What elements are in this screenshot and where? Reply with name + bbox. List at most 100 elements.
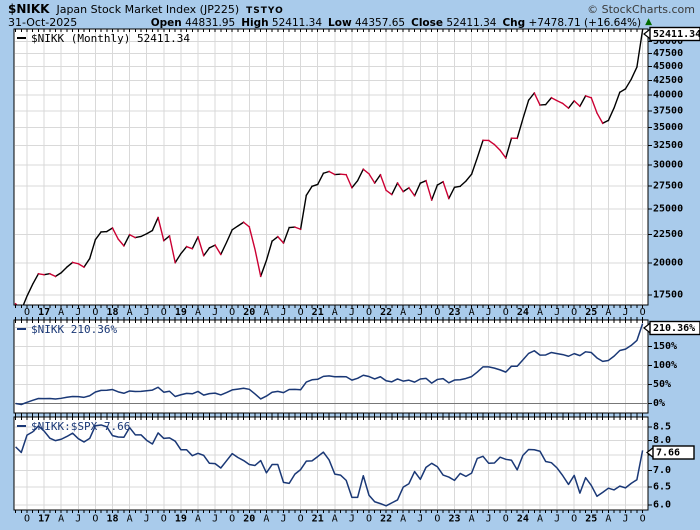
x-axis-label-bottom: O bbox=[366, 514, 372, 525]
price-line-down-segments bbox=[14, 92, 604, 305]
price-y-axis-label: 27500 bbox=[653, 180, 683, 191]
x-axis-label-mid: J bbox=[75, 307, 81, 318]
ratio-legend-text: $NIKK:$SPX 7.66 bbox=[31, 420, 131, 433]
ratio-y-axis-label: 6.0 bbox=[653, 500, 671, 511]
price-y-axis-label: 35000 bbox=[653, 122, 683, 133]
price-y-axis-label: 25000 bbox=[653, 203, 683, 214]
x-axis-label-mid: O bbox=[161, 307, 167, 318]
quote-open: Open 44831.95 bbox=[150, 16, 236, 29]
ratio-horizontal-grid bbox=[15, 426, 647, 506]
x-axis-label-mid: O bbox=[298, 307, 304, 318]
price-y-axis-label: 42500 bbox=[653, 75, 683, 86]
perf-vertical-grid bbox=[26, 321, 644, 412]
x-axis-label-bottom: 17 bbox=[38, 514, 50, 525]
quote-chg: Chg +7478.71 (+16.64%) bbox=[502, 16, 642, 29]
index-name: Japan Stock Market Index (JP225) bbox=[56, 3, 240, 16]
quote-high: High 52411.34 bbox=[241, 16, 323, 29]
x-axis-label-mid: J bbox=[144, 307, 150, 318]
price-value-box-text: 52411.34 bbox=[653, 29, 700, 40]
ratio-y-axis-label: 7.0 bbox=[653, 465, 671, 476]
price-vertical-grid bbox=[26, 30, 644, 304]
ratio-y-axis-label: 8.0 bbox=[653, 435, 671, 446]
x-axis-label-bottom: J bbox=[417, 514, 423, 525]
perf-y-axis-label: 150% bbox=[653, 341, 677, 352]
x-axis-label-bottom: J bbox=[280, 514, 286, 525]
x-axis-label-mid: O bbox=[434, 307, 440, 318]
x-axis-label-mid: A bbox=[263, 307, 269, 318]
x-axis-label-bottom: J bbox=[349, 514, 355, 525]
x-axis-label-mid: J bbox=[622, 307, 628, 318]
x-axis-label-bottom: J bbox=[212, 514, 218, 525]
symbol: $NIKK bbox=[8, 2, 50, 16]
x-axis-label-mid: A bbox=[58, 307, 64, 318]
perf-y-axis-label: 0% bbox=[653, 398, 665, 409]
x-axis-label-mid: O bbox=[92, 307, 98, 318]
price-panel-bg bbox=[14, 29, 648, 305]
price-horizontal-grid bbox=[15, 40, 647, 296]
price-y-axis-label: 32500 bbox=[653, 140, 683, 151]
x-axis-label-bottom: 20 bbox=[243, 514, 255, 525]
x-axis-label-bottom: A bbox=[58, 514, 64, 525]
perf-panel-border bbox=[13, 319, 649, 414]
price-y-axis-label: 45000 bbox=[653, 61, 683, 72]
x-axis-label-bottom: 18 bbox=[106, 514, 118, 525]
x-axis-label-bottom: 22 bbox=[380, 514, 392, 525]
price-y-axis-label: 40000 bbox=[653, 90, 683, 101]
price-line-up-segments bbox=[22, 29, 644, 305]
x-axis-label-mid: A bbox=[400, 307, 406, 318]
x-axis-label-mid: J bbox=[212, 307, 218, 318]
ratio-y-axis-label: 6.5 bbox=[653, 482, 671, 493]
x-axis-label-mid: O bbox=[366, 307, 372, 318]
chart-header: $NIKK Japan Stock Market Index (JP225) T… bbox=[0, 0, 700, 29]
x-axis-label-mid: J bbox=[554, 307, 560, 318]
x-axis-label-bottom: O bbox=[434, 514, 440, 525]
x-axis-label-mid: 22 bbox=[380, 307, 392, 318]
x-axis-label-bottom: 24 bbox=[517, 514, 529, 525]
strip2-ticks bbox=[15, 510, 644, 513]
perf-horizontal-grid bbox=[15, 327, 647, 405]
perf-legend-dash-icon bbox=[17, 328, 26, 330]
price-y-axis-label: 50000 bbox=[653, 36, 683, 47]
price-value-box bbox=[649, 26, 700, 42]
x-axis-label-mid: 19 bbox=[175, 307, 187, 318]
x-axis-label-bottom: A bbox=[263, 514, 269, 525]
strip1-lower-ticks bbox=[15, 317, 644, 320]
change-up-arrow: ▲ bbox=[645, 17, 652, 27]
x-axis-label-bottom: O bbox=[298, 514, 304, 525]
ratio-legend-dash-icon bbox=[17, 425, 26, 427]
x-axis-label-bottom: O bbox=[503, 514, 509, 525]
x-axis-label-mid: O bbox=[571, 307, 577, 318]
x-axis-label-bottom: 23 bbox=[448, 514, 460, 525]
ratio-panel-border bbox=[13, 416, 649, 511]
price-y-axis-label: 37500 bbox=[653, 105, 683, 116]
quote-close: Close 52411.34 bbox=[411, 16, 497, 29]
price-y-axis-label: 20000 bbox=[653, 257, 683, 268]
x-axis-label-mid: A bbox=[195, 307, 201, 318]
x-axis-label-mid: 20 bbox=[243, 307, 255, 318]
header-title-row: $NIKK Japan Stock Market Index (JP225) T… bbox=[0, 0, 700, 16]
x-axis-label-bottom: J bbox=[554, 514, 560, 525]
panel-gap-ticks bbox=[15, 413, 644, 417]
price-y-axis-label: 47500 bbox=[653, 48, 683, 59]
price-y-axis-ticks bbox=[648, 40, 652, 296]
x-axis-label-mid: 18 bbox=[106, 307, 118, 318]
strip1-upper-ticks bbox=[15, 305, 644, 308]
x-axis-label-mid: 17 bbox=[38, 307, 50, 318]
x-axis-label-mid: 24 bbox=[517, 307, 529, 318]
ohlc-quote: Open 44831.95 High 52411.34 Low 44357.65 Cl… bbox=[145, 17, 641, 29]
perf-y-axis-ticks bbox=[648, 327, 652, 405]
x-axis-label-bottom: O bbox=[92, 514, 98, 525]
x-axis-label-bottom: 21 bbox=[312, 514, 324, 525]
x-axis-label-mid: J bbox=[417, 307, 423, 318]
price-legend-dash-icon bbox=[17, 37, 26, 39]
x-axis-label-bottom: J bbox=[144, 514, 150, 525]
x-axis-label-bottom: J bbox=[622, 514, 628, 525]
x-axis-label-mid: J bbox=[486, 307, 492, 318]
perf-value-box-text: 210.36% bbox=[653, 323, 695, 334]
x-axis-label-bottom: A bbox=[127, 514, 133, 525]
x-axis-label-mid: A bbox=[537, 307, 543, 318]
x-axis-label-mid: A bbox=[127, 307, 133, 318]
x-axis-label-mid: 25 bbox=[585, 307, 597, 318]
